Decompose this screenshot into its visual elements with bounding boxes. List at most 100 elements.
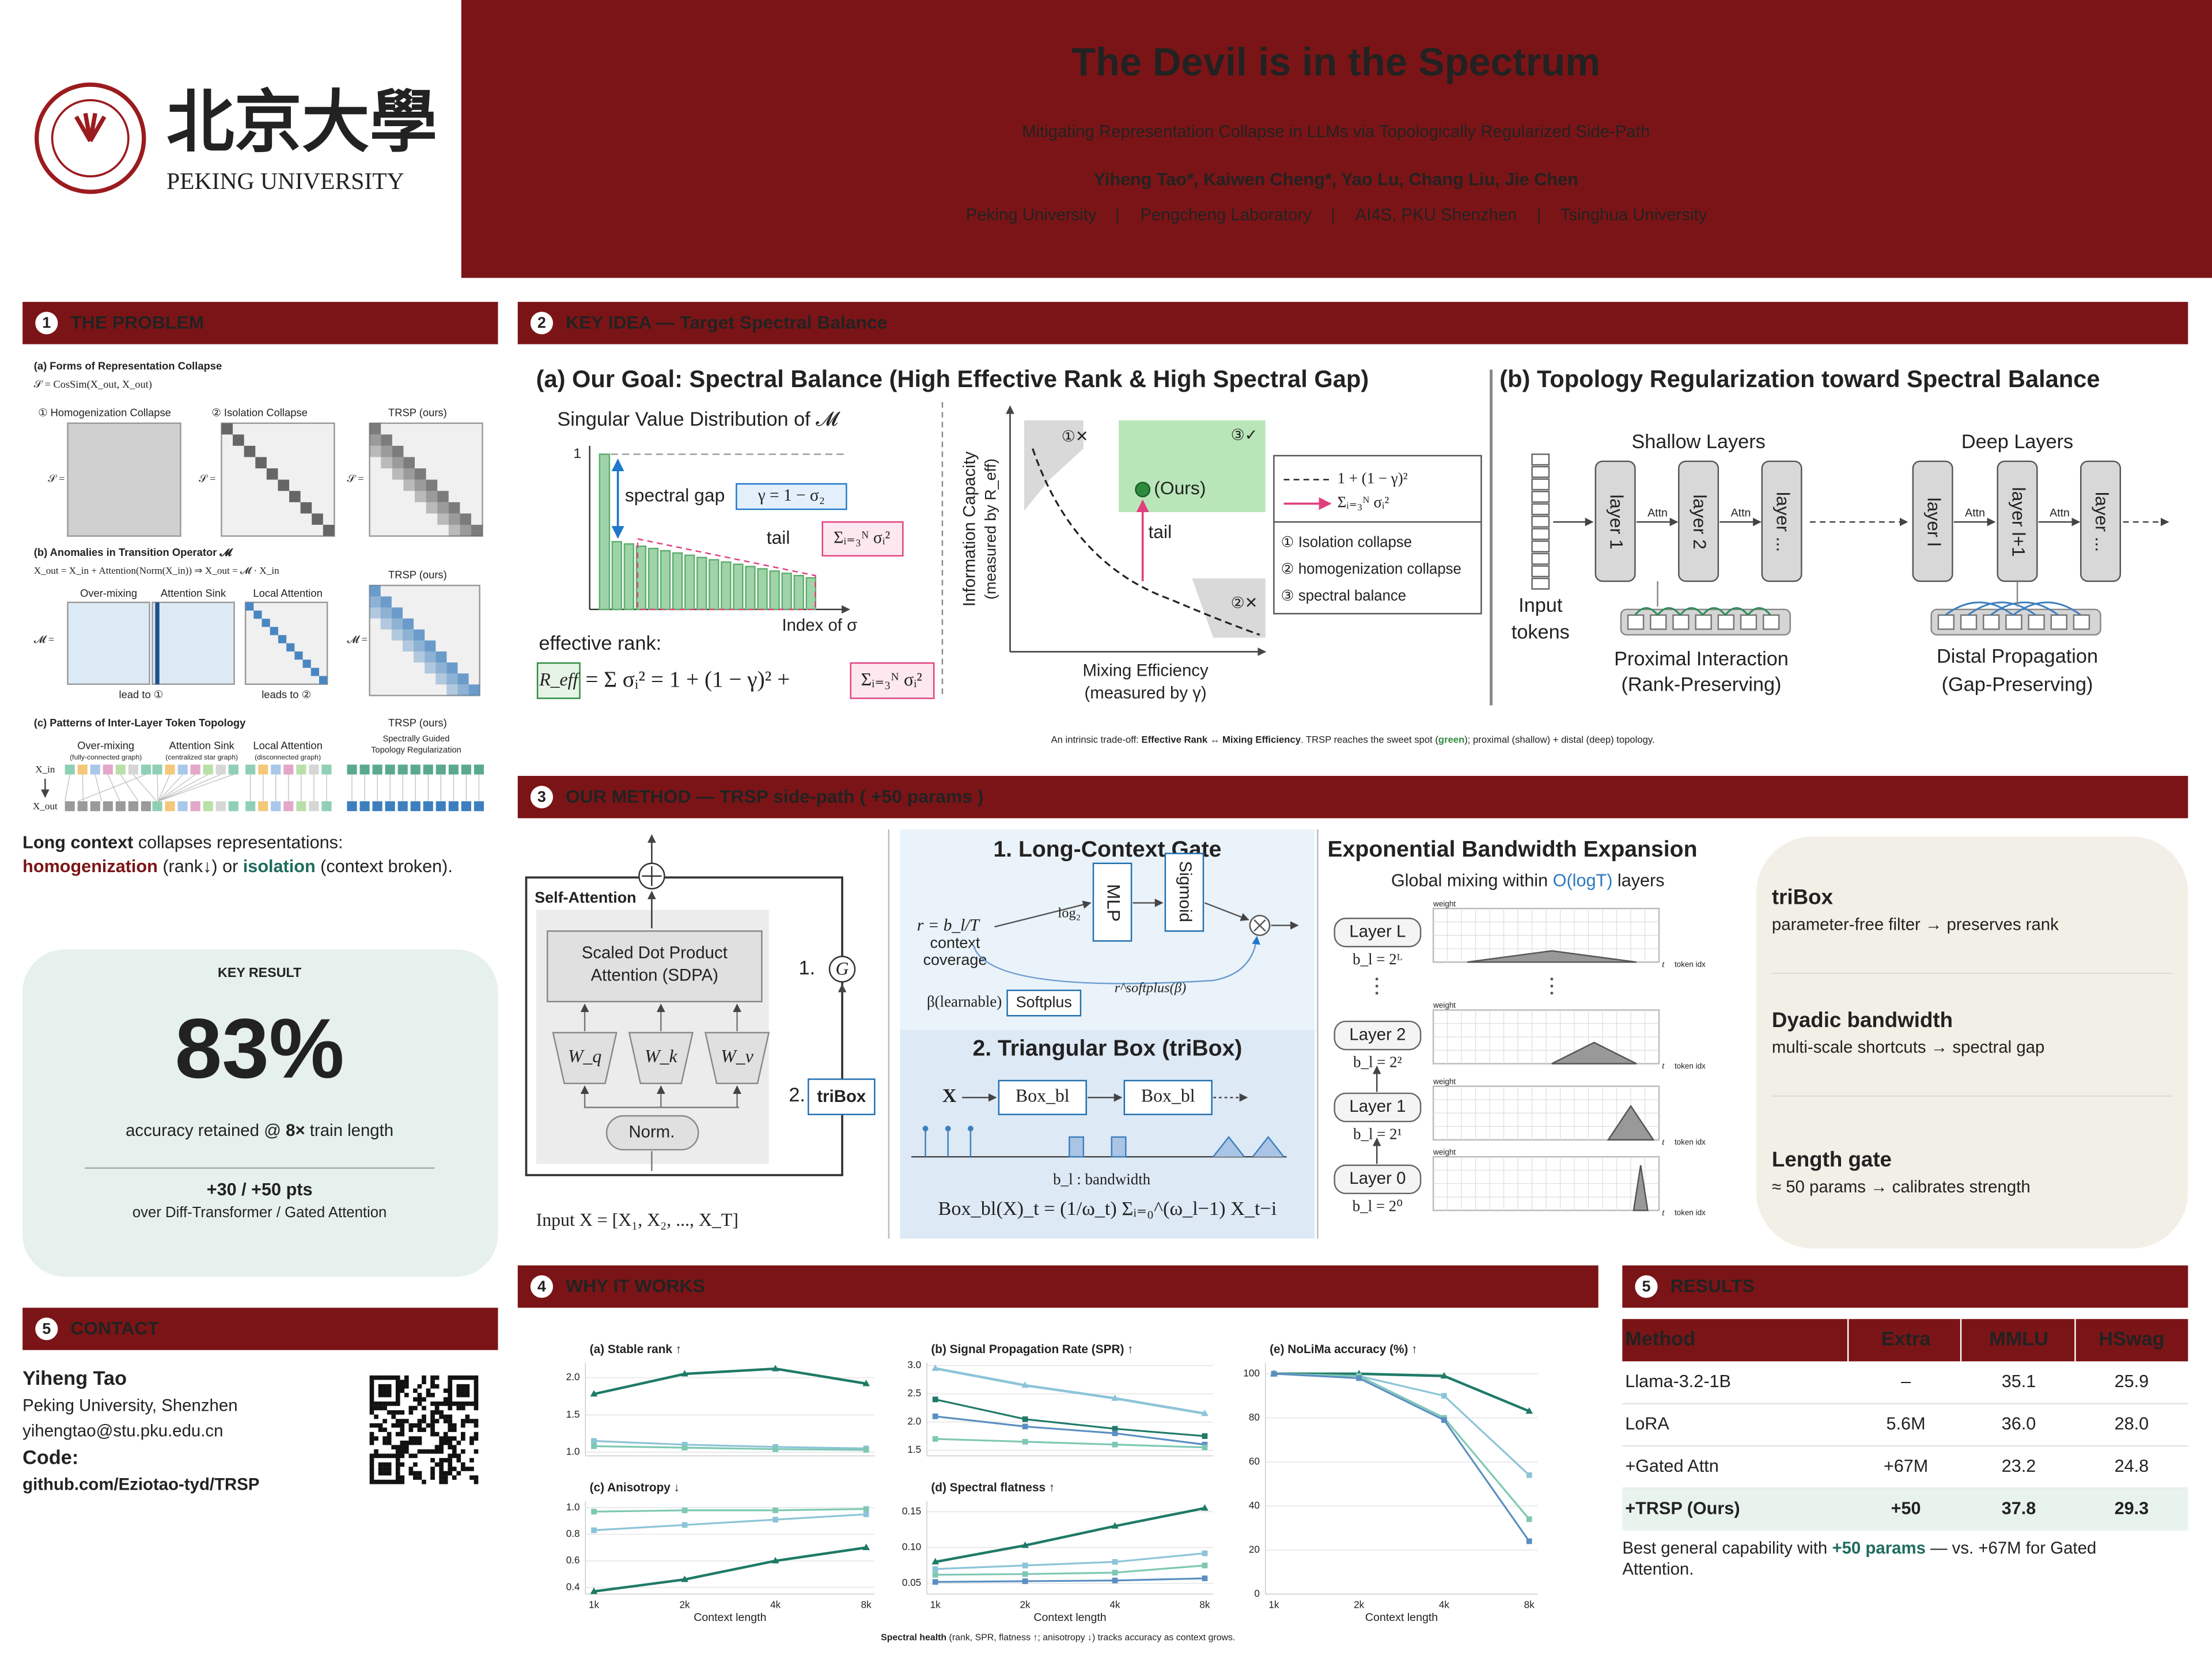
ours: (Ours): [1154, 478, 1206, 498]
token: [258, 801, 268, 812]
qr-module: [404, 1419, 409, 1423]
y-tick-label: 2.0: [566, 1371, 580, 1382]
token: [128, 801, 138, 812]
matrix-cell: [380, 607, 392, 619]
token: [474, 764, 484, 775]
qr-module: [395, 1449, 400, 1454]
matrix-cell: [369, 585, 381, 597]
local-attention: Local Attention: [253, 739, 322, 751]
shallow: Shallow Layers: [1631, 431, 1765, 453]
matrix-cell: [278, 635, 287, 643]
qr-module: [387, 1462, 392, 1467]
triangle: [1252, 1135, 1285, 1157]
qr-module: [448, 1402, 453, 1406]
point: [1112, 1430, 1118, 1437]
qr-module: [400, 1410, 405, 1415]
point: [590, 1390, 598, 1397]
qr-module: [395, 1462, 400, 1467]
matrix-cell: [425, 640, 436, 652]
qr-module: [391, 1423, 396, 1428]
token: [435, 764, 446, 775]
matrix-cell: [369, 423, 381, 435]
heading: RESULTS: [1671, 1275, 1755, 1296]
sigmoid: Sigmoid: [1176, 861, 1195, 922]
point: [1356, 1375, 1362, 1381]
token: [410, 801, 421, 812]
token: [152, 801, 162, 812]
qr-module: [465, 1384, 470, 1389]
point: [591, 1527, 597, 1533]
qr-module: [395, 1384, 400, 1389]
qr-module: [400, 1475, 405, 1480]
qr-module: [400, 1462, 405, 1467]
qr-module: [422, 1479, 426, 1484]
qr-module: [448, 1406, 453, 1411]
label: KEY RESULT: [218, 965, 301, 980]
kernel: [1467, 950, 1637, 963]
token: [1627, 614, 1645, 630]
university: PEKING UNIVERSITY: [166, 168, 404, 195]
qr-module: [439, 1479, 444, 1484]
over-mixing: Over-mixing: [80, 587, 137, 599]
point: [772, 1517, 779, 1522]
token: [347, 764, 357, 775]
qr-module: [461, 1375, 465, 1380]
qr-module: [374, 1402, 378, 1406]
qr-module: [400, 1388, 405, 1393]
qr-module: [474, 1397, 479, 1402]
edge: [120, 774, 139, 802]
sv-bar: [781, 573, 792, 611]
tail: tail: [1148, 521, 1172, 542]
token: [228, 764, 238, 775]
point: [681, 1370, 688, 1377]
y-tick-label: 0.10: [902, 1541, 921, 1552]
qr-module: [448, 1458, 453, 1463]
shape: [1253, 919, 1266, 932]
layer-pill: [1334, 1164, 1422, 1195]
qr-module: [422, 1397, 426, 1402]
triangle: [1213, 1135, 1245, 1157]
matrix-cell: [426, 502, 438, 514]
y-tick-label: 0.4: [566, 1581, 580, 1592]
qr-module: [430, 1410, 435, 1415]
trsp-note: Topology Regularization: [371, 746, 461, 755]
qr-module: [400, 1380, 405, 1384]
number: 5: [1642, 1278, 1650, 1295]
qr-module: [456, 1458, 461, 1463]
qr-module: [461, 1406, 465, 1411]
rich-text: Spectral health (rank, SPR, flatness ↑; …: [881, 1633, 1235, 1642]
series-line: [935, 1415, 1205, 1446]
matrix-cell: [391, 607, 403, 619]
qr-module: [369, 1462, 374, 1467]
edge: [1990, 601, 2059, 616]
y-tick-label: 20: [1249, 1543, 1260, 1555]
qr-module: [448, 1414, 453, 1419]
layers: layer l+1: [2009, 487, 2029, 557]
section-bar: [22, 302, 498, 344]
qr-module: [387, 1431, 392, 1437]
point: [1111, 1394, 1119, 1401]
sigmoid-box: [1164, 853, 1205, 932]
y-axis-note: (measured by R_eff): [982, 459, 999, 600]
qr-module: [422, 1427, 426, 1432]
matrix-cell: [460, 525, 471, 536]
text: multi-scale shortcuts → spectral gap: [1772, 1037, 2044, 1056]
point: [772, 1507, 779, 1513]
rows: +Gated Attn: [1625, 1456, 1719, 1476]
matrix-cell: [381, 457, 392, 469]
token: [152, 764, 162, 775]
qr-module: [400, 1453, 405, 1459]
qr-module: [395, 1458, 400, 1463]
matrix-cell: [437, 491, 449, 502]
caption: (rank, SPR, flatness ↑; anisotropy ↓) tr…: [946, 1633, 1235, 1642]
matrix-cell: [286, 643, 295, 652]
layer-box: [1761, 460, 1802, 582]
qr-module: [448, 1392, 453, 1397]
input: Input: [1518, 594, 1563, 616]
name: Layer 0: [1349, 1169, 1406, 1188]
token: [397, 801, 408, 812]
qr-module: [382, 1419, 387, 1423]
token: [1763, 614, 1780, 630]
qr-module: [400, 1440, 405, 1445]
matrix-cell: [392, 445, 404, 457]
